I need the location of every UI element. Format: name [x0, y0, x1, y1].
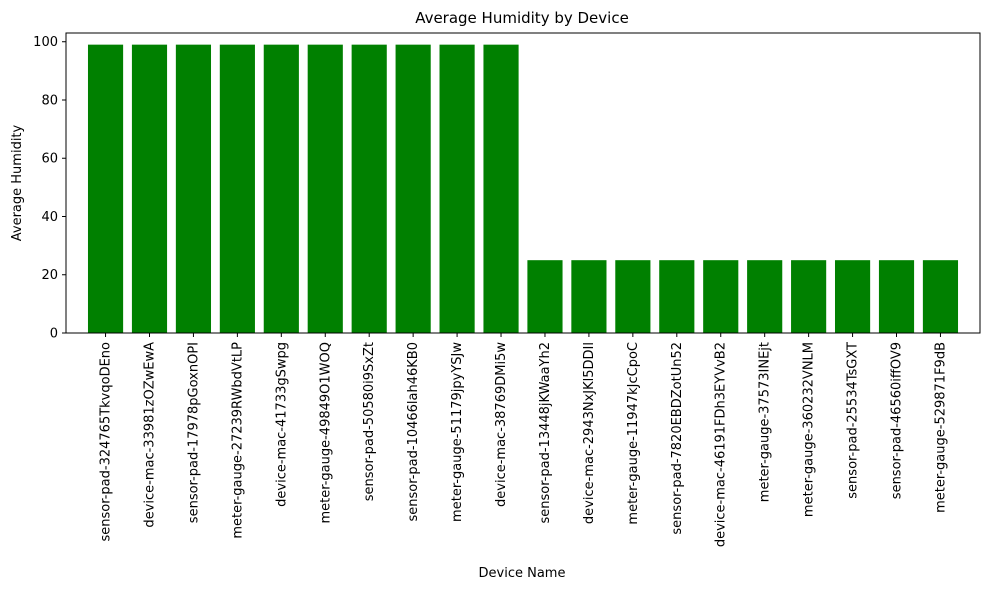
x-tick-label: meter-gauge-529871F9dB [933, 342, 948, 513]
bar [659, 260, 695, 333]
x-tick-label: meter-gauge-51179jpyYSJw [450, 342, 465, 522]
bar [834, 260, 871, 333]
x-tick-label: meter-gauge-360232VNLM [802, 342, 817, 517]
x-tick-label: meter-gauge-37573INEjt [758, 342, 773, 502]
x-tick-label: sensor-pad-46560iffOV9 [890, 342, 905, 499]
y-tick-label: 100 [33, 35, 58, 50]
bar [615, 260, 651, 333]
x-tick-label: sensor-pad-324765TkvqoDEno [99, 342, 114, 542]
x-tick-label: device-mac-2943NxJKl5DDIl [582, 342, 597, 524]
x-tick-label: sensor-pad-17978pGoxnOPI [186, 342, 201, 523]
x-tick-label: sensor-pad-50580i9SxZt [362, 342, 377, 501]
x-tick-label: sensor-pad-13448jKWaaYh2 [538, 342, 553, 524]
bars-group [87, 44, 959, 334]
x-tick-label: meter-gauge-11947kJcCpoC [626, 342, 641, 525]
y-tick-label: 60 [41, 152, 58, 167]
bar [791, 260, 827, 333]
bar [703, 260, 739, 333]
x-tick-label: sensor-pad-10466lah46KB0 [406, 342, 421, 522]
bar [571, 260, 607, 333]
x-tick-label: meter-gauge-49849O1WOQ [318, 342, 333, 524]
bar [527, 260, 563, 333]
bar [175, 44, 212, 334]
bar [219, 44, 255, 334]
y-tick-label: 20 [41, 268, 58, 283]
x-tick-label: device-mac-46191FDh3EYVvB2 [714, 342, 729, 547]
bar [263, 44, 299, 334]
x-axis: sensor-pad-324765TkvqoDEno device-mac-339… [99, 333, 948, 547]
x-tick-label: device-mac-41733gSwpg [274, 342, 289, 507]
x-tick-label: sensor-pad-7820EBDZotUn52 [670, 342, 685, 535]
bar [439, 44, 475, 334]
bar [87, 44, 124, 334]
bar [878, 260, 915, 333]
bar [747, 260, 783, 333]
y-tick-label: 0 [50, 327, 58, 342]
x-axis-label: Device Name [479, 566, 566, 581]
chart-title: Average Humidity by Device [415, 9, 629, 27]
y-tick-label: 80 [41, 93, 58, 108]
y-axis: 0 20 40 60 80 100 [33, 35, 66, 342]
y-axis-label: Average Humidity [10, 124, 25, 241]
bar [483, 44, 519, 334]
x-tick-label: sensor-pad-25534TsGXT [846, 342, 861, 499]
bar [307, 44, 343, 334]
plot-frame [65, 32, 981, 334]
x-tick-label: meter-gauge-27239RWbdVtLP [230, 342, 245, 539]
bar [395, 44, 431, 334]
y-tick-label: 40 [41, 210, 58, 225]
bar [351, 44, 387, 334]
bar [922, 260, 959, 333]
x-tick-label: device-mac-33981zOZwEwA [142, 342, 157, 528]
bar [131, 44, 168, 334]
x-tick-label: device-mac-38769DMi5w [494, 342, 509, 507]
